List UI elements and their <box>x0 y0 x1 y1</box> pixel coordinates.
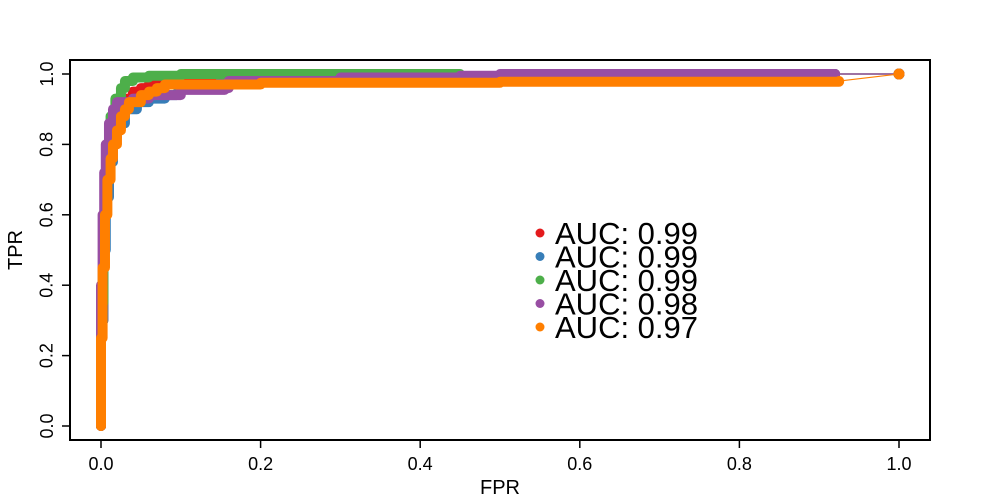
legend-marker <box>535 275 545 285</box>
roc-curve-endpoint <box>893 68 905 80</box>
roc-curve-line <box>96 69 841 431</box>
legend-label: AUC: 0.99 <box>555 240 698 275</box>
legend-marker <box>535 228 545 238</box>
x-tick-label: 0.6 <box>567 454 592 474</box>
roc-curve-line <box>96 76 845 431</box>
roc-curve-startpoint <box>96 421 106 431</box>
roc-curve-line <box>96 69 466 431</box>
y-tick-label: 0.2 <box>37 343 57 368</box>
legend-label: AUC: 0.99 <box>555 263 698 298</box>
roc-curve-line <box>96 69 841 431</box>
y-tick-label: 0.8 <box>37 132 57 157</box>
legend-label: AUC: 0.99 <box>555 216 698 251</box>
x-tick-label: 0.2 <box>248 454 273 474</box>
x-tick-label: 0.8 <box>727 454 752 474</box>
y-tick-label: 0.6 <box>37 202 57 227</box>
x-axis-label: FPR <box>480 477 520 499</box>
roc-series-3 <box>96 68 905 431</box>
legend-label: AUC: 0.98 <box>555 287 698 322</box>
plot-frame <box>69 59 931 441</box>
legend-marker <box>535 299 545 308</box>
roc-series-1 <box>96 68 905 431</box>
legend-marker <box>535 252 545 261</box>
roc-curve-connector <box>839 73 900 82</box>
y-axis: 0.0 0.2 0.4 0.6 0.8 1.0 <box>37 61 71 439</box>
x-axis: 0.0 0.2 0.4 0.6 0.8 1.0 <box>88 439 912 474</box>
legend-label: AUC: 0.97 <box>555 310 698 345</box>
x-tick-label: 0.0 <box>88 454 113 474</box>
roc-series-2 <box>96 68 905 431</box>
roc-series-5 <box>96 68 905 431</box>
roc-series-4 <box>96 68 905 431</box>
roc-curve-line <box>96 69 841 431</box>
legend-marker <box>535 322 545 332</box>
y-tick-label: 0.0 <box>37 413 57 438</box>
roc-curves <box>96 68 905 431</box>
x-tick-label: 0.4 <box>408 454 433 474</box>
x-tick-label: 1.0 <box>886 454 911 474</box>
y-tick-label: 1.0 <box>37 61 57 86</box>
y-tick-label: 0.4 <box>37 273 57 298</box>
y-axis-label: TPR <box>5 230 27 270</box>
